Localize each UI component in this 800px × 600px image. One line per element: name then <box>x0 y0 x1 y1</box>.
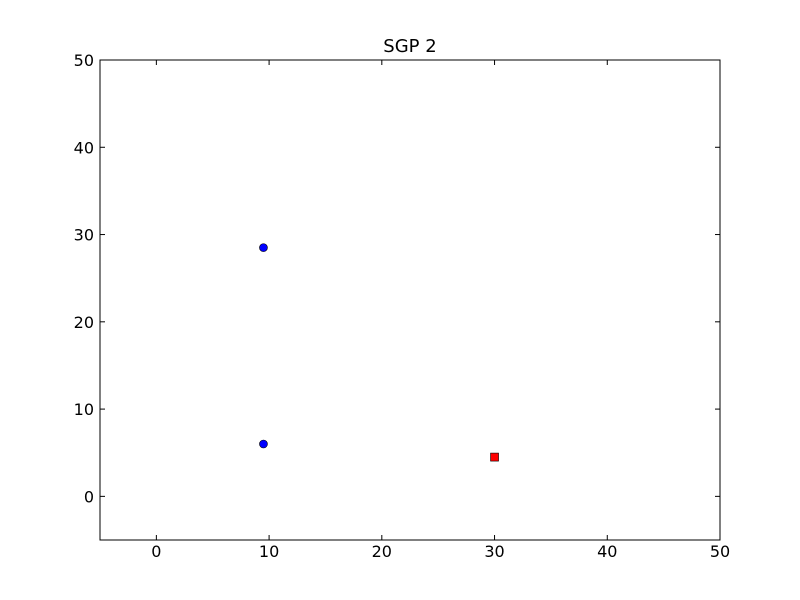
axis-tick-labels: 0 10 20 30 40 50 0 10 20 30 40 50 <box>74 51 731 561</box>
y-tick-label: 10 <box>74 400 94 419</box>
plot-area-frame <box>99 59 721 541</box>
x-tick-label: 40 <box>597 542 617 561</box>
y-tick-label: 0 <box>84 487 94 506</box>
y-tick-label: 20 <box>74 313 94 332</box>
x-tick-label: 10 <box>259 542 279 561</box>
data-point-circle <box>259 439 268 449</box>
y-tick-label: 50 <box>74 51 94 70</box>
y-tick-label: 40 <box>74 138 94 157</box>
x-tick-label: 50 <box>710 542 730 561</box>
y-tick-label: 30 <box>74 226 94 245</box>
data-points <box>259 243 499 462</box>
x-tick-label: 30 <box>484 542 504 561</box>
data-point-square <box>490 452 499 462</box>
data-point-circle <box>259 243 268 252</box>
x-tick-label: 20 <box>372 542 392 561</box>
chart-title: SGP 2 <box>383 36 436 57</box>
x-tick-label: 0 <box>151 542 161 561</box>
